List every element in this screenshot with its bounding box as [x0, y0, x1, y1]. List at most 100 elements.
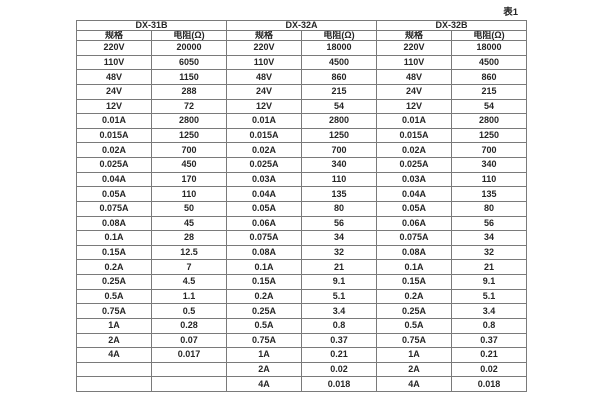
table-cell: 5.1 — [451, 288, 528, 305]
table-row: 0.025A 450 0.025A 340 0.025A 340 — [76, 157, 528, 173]
table-cell: 700 — [150, 142, 228, 158]
table-cell: 0.06A — [376, 215, 453, 232]
table-cell: 0.025A — [76, 157, 152, 173]
table-cell: 0.08A — [76, 215, 152, 232]
table-cell: 0.05A — [76, 186, 152, 202]
table-cell: 135 — [301, 186, 378, 202]
col-header-resistance: 电阻(Ω) — [301, 30, 378, 41]
resistance-table: DX-31B DX-32A DX-32B 规格 电阻(Ω) 规格 电阻(Ω) 规… — [75, 20, 528, 392]
table-cell: 0.017 — [150, 347, 228, 363]
table-cell: 0.2A — [76, 259, 152, 275]
table-cell: 32 — [451, 244, 528, 261]
table-cell: 3.4 — [451, 303, 528, 319]
table-cell: 110 — [150, 186, 228, 202]
table-row: 0.04A 170 0.03A 110 0.03A 110 — [76, 171, 528, 188]
table-cell: 2A — [376, 361, 453, 378]
table-cell: 1A — [376, 347, 453, 363]
table-cell: 48V — [376, 69, 453, 85]
table-cell: 0.075A — [376, 230, 453, 246]
table-row: 0.2A 7 0.1A 21 0.1A 21 — [76, 259, 528, 275]
table-cell: 0.04A — [76, 171, 152, 188]
table-cell: 3.4 — [301, 303, 378, 319]
table-head: DX-31B DX-32A DX-32B 规格 电阻(Ω) 规格 电阻(Ω) 规… — [75, 20, 528, 41]
table-cell: 0.2A — [226, 288, 303, 305]
table-cell: 0.37 — [451, 332, 528, 349]
group-header-dx32a: DX-32A — [226, 20, 378, 31]
table-row: 12V 72 12V 54 12V 54 — [76, 98, 528, 115]
table-cell: 0.75A — [226, 332, 303, 349]
table-cell: 0.8 — [451, 317, 528, 334]
col-header-spec: 规格 — [226, 30, 303, 41]
table-cell: 2800 — [451, 113, 528, 129]
table-cell: 110V — [76, 54, 152, 71]
table-cell: 21 — [451, 259, 528, 275]
col-header-resistance: 电阻(Ω) — [451, 30, 528, 41]
table-cell: 0.02A — [376, 142, 453, 158]
table-cell: 110V — [376, 54, 453, 71]
table-cell: 0.02A — [226, 142, 303, 158]
table-row: 24V 288 24V 215 24V 215 — [76, 83, 528, 100]
table-row: 0.1A 28 0.075A 34 0.075A 34 — [76, 230, 528, 246]
table-cell: 0.1A — [376, 259, 453, 275]
table-cell: 4.5 — [150, 274, 228, 290]
table-cell: 0.07 — [150, 332, 228, 349]
table-cell: 24V — [376, 83, 453, 100]
table-cell: 0.5A — [76, 288, 152, 305]
table-cell: 0.018 — [451, 376, 528, 392]
col-header-spec: 规格 — [376, 30, 453, 41]
table-cell: 220V — [76, 40, 152, 56]
table-cell: 215 — [301, 83, 378, 100]
table-cell: 0.5 — [150, 303, 228, 319]
table-cell: 215 — [451, 83, 528, 100]
table-row: 0.02A 700 0.02A 700 0.02A 700 — [76, 142, 528, 158]
table-cell: 0.21 — [451, 347, 528, 363]
table-cell: 72 — [150, 98, 228, 115]
table-cell: 110V — [226, 54, 303, 71]
group-header-row: DX-31B DX-32A DX-32B — [75, 20, 528, 31]
table-cell: 0.01A — [376, 113, 453, 129]
table-cell: 860 — [451, 69, 528, 85]
table-cell: 0.75A — [76, 303, 152, 319]
table-row: 220V 20000 220V 18000 220V 18000 — [76, 40, 528, 56]
table-cell: 0.2A — [376, 288, 453, 305]
table-cell: 0.15A — [376, 274, 453, 290]
table-cell: 0.03A — [226, 171, 303, 188]
table-cell: 48V — [226, 69, 303, 85]
table-cell: 1250 — [150, 127, 228, 144]
table-cell — [150, 376, 228, 392]
table-row: 0.015A 1250 0.015A 1250 0.015A 1250 — [76, 127, 528, 144]
table-cell: 0.03A — [376, 171, 453, 188]
table-cell: 2A — [226, 361, 303, 378]
table-cell: 21 — [301, 259, 378, 275]
column-header-row: 规格 电阻(Ω) 规格 电阻(Ω) 规格 电阻(Ω) — [76, 30, 528, 41]
table-cell: 1250 — [451, 127, 528, 144]
table-cell: 110 — [451, 171, 528, 188]
table-cell: 1.1 — [150, 288, 228, 305]
table-cell: 0.25A — [76, 274, 152, 290]
table-cell: 0.28 — [150, 317, 228, 334]
table-cell: 0.015A — [76, 127, 152, 144]
table-cell: 0.04A — [226, 186, 303, 202]
table-row: 0.25A 4.5 0.15A 9.1 0.15A 9.1 — [76, 274, 528, 290]
table-cell: 80 — [301, 200, 378, 217]
table-cell: 135 — [451, 186, 528, 202]
table-cell: 24V — [226, 83, 303, 100]
table-cell: 56 — [451, 215, 528, 232]
table-cell: 0.06A — [226, 215, 303, 232]
table-cell: 0.1A — [226, 259, 303, 275]
table-cell: 9.1 — [301, 274, 378, 290]
table-cell: 1A — [76, 317, 152, 334]
table-cell: 0.01A — [226, 113, 303, 129]
table-cell: 50 — [150, 200, 228, 217]
table-cell: 0.15A — [226, 274, 303, 290]
table-cell: 1150 — [150, 69, 228, 85]
table-cell: 288 — [150, 83, 228, 100]
table-cell: 0.02 — [451, 361, 528, 378]
table-cell: 54 — [301, 98, 378, 115]
table-cell: 12V — [376, 98, 453, 115]
table-cell: 7 — [150, 259, 228, 275]
table-row: 0.075A 50 0.05A 80 0.05A 80 — [76, 200, 528, 217]
table-cell: 56 — [301, 215, 378, 232]
table-row: 0.15A 12.5 0.08A 32 0.08A 32 — [76, 244, 528, 261]
table-cell: 54 — [451, 98, 528, 115]
